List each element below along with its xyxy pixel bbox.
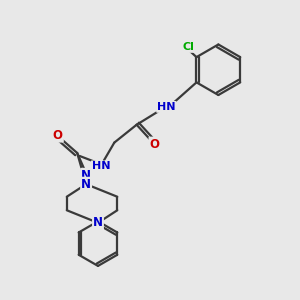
- Text: HN: HN: [157, 102, 176, 112]
- Text: O: O: [149, 138, 160, 151]
- Text: N: N: [93, 216, 103, 229]
- Text: O: O: [53, 129, 63, 142]
- Text: N: N: [81, 169, 91, 182]
- Text: HN: HN: [92, 161, 110, 171]
- Text: N: N: [81, 178, 91, 191]
- Text: Cl: Cl: [182, 42, 194, 52]
